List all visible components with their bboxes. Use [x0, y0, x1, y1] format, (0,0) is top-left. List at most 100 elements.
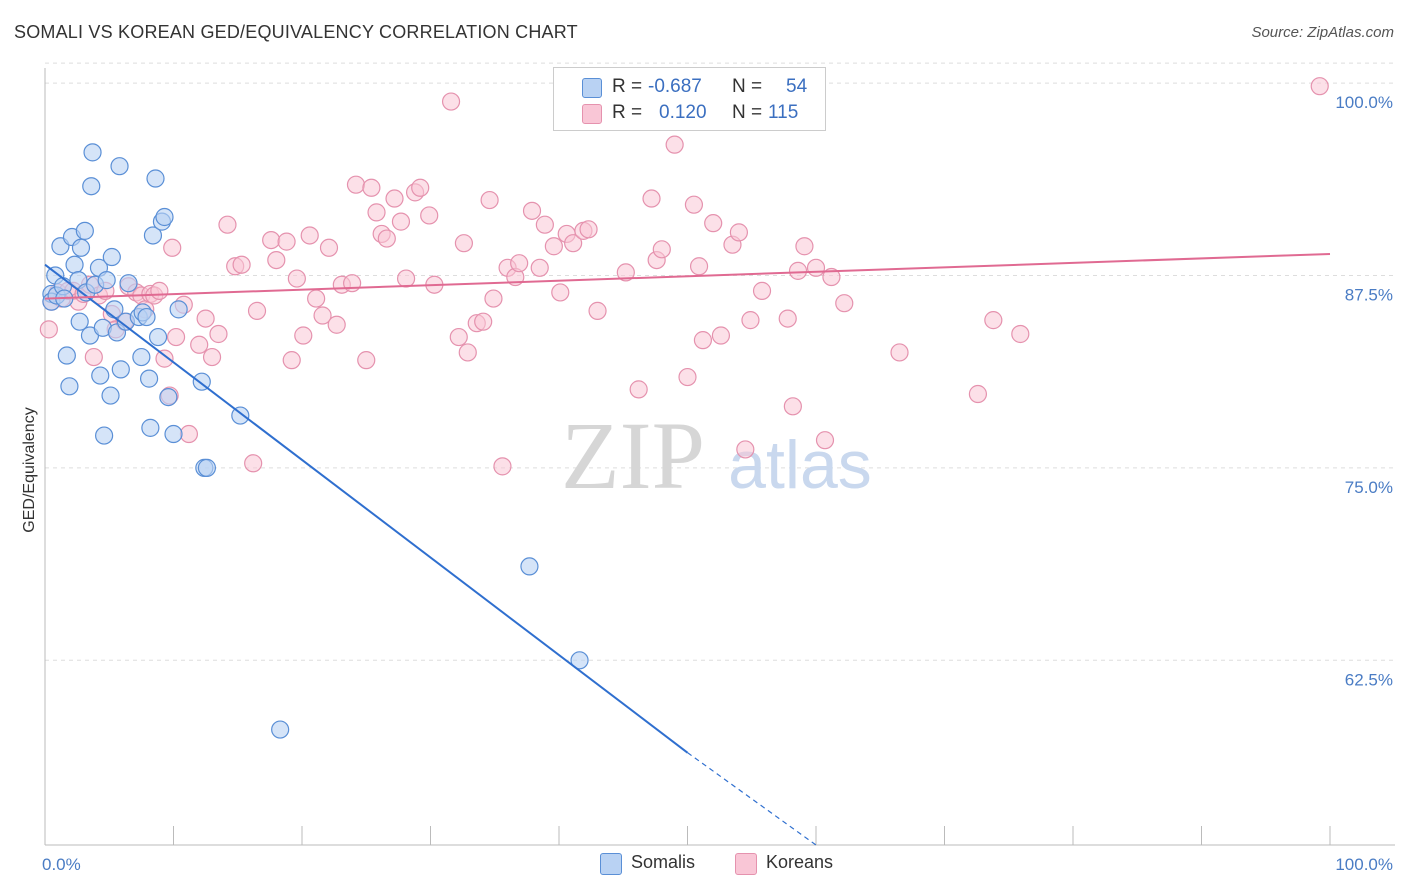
korean-point [319, 238, 339, 257]
bottom-legend-swatch-koreans [735, 853, 757, 875]
korean-point [343, 274, 362, 293]
korean-point [704, 214, 723, 233]
korean-point [396, 269, 416, 288]
somali-point [119, 274, 138, 293]
korean-point [616, 263, 635, 282]
somali-point [137, 307, 156, 327]
korean-point [150, 281, 169, 300]
somali-point [271, 720, 290, 739]
korean-point [783, 397, 802, 416]
korean-point [474, 312, 493, 331]
korean-point [84, 347, 103, 367]
somali-point [95, 426, 114, 445]
korean-point [307, 289, 326, 308]
korean-point [267, 250, 286, 270]
korean-point [493, 457, 512, 476]
axes [44, 68, 1395, 846]
korean-point [385, 189, 404, 208]
y-tick-label: 87.5% [1345, 285, 1393, 304]
korean-point [522, 201, 542, 220]
bottom-legend-swatch-somalis [600, 853, 622, 875]
watermark: ZIP atlas [561, 402, 872, 509]
korean-point [806, 258, 826, 277]
korean-point [579, 220, 598, 239]
korean-point [377, 229, 396, 248]
korean-point [327, 315, 346, 334]
somali-point [82, 177, 101, 196]
legend-somali-n-value: 54 [786, 76, 808, 97]
korean-point [449, 327, 468, 347]
legend-somali-r-value: -0.687 [648, 76, 702, 97]
korean-point [788, 261, 808, 280]
korean-point [346, 175, 366, 194]
source-credit: Source: ZipAtlas.com [1251, 24, 1394, 41]
korean-point [629, 380, 648, 399]
x-tick-label-min: 0.0% [42, 855, 81, 874]
somali-point [110, 157, 129, 176]
legend-swatch-korean [582, 104, 602, 124]
somali-point [155, 207, 174, 227]
korean-point [729, 223, 749, 242]
somali-points [42, 143, 589, 739]
korean-point [155, 349, 174, 368]
tick-labels: 62.5% 75.0% 87.5% 100.0% 0.0% 100.0% [42, 93, 1393, 874]
korean-point [678, 367, 697, 387]
korean-point [510, 254, 529, 273]
somali-point [65, 255, 84, 274]
korean-point [232, 255, 251, 274]
somali-point [97, 271, 116, 290]
bottom-legend-koreans: Koreans [766, 852, 834, 872]
korean-point [822, 267, 841, 287]
somali-point [132, 347, 151, 367]
legend-swatch-somali [582, 78, 602, 98]
korean-point [693, 331, 713, 350]
korean-point [778, 309, 797, 328]
somali-point [231, 406, 250, 425]
y-tick-label: 75.0% [1345, 478, 1393, 497]
somali-point [197, 458, 217, 477]
korean-point [652, 240, 671, 259]
somali-point [102, 247, 121, 267]
legend-korean-r-label: R = [612, 102, 643, 123]
korean-point [665, 135, 684, 154]
somali-point [570, 651, 589, 670]
legend-box: R = -0.687 N = 54 R = 0.120 N = 115 [553, 67, 826, 131]
korean-point [1011, 324, 1030, 344]
korean-point [1310, 77, 1329, 96]
korean-point [736, 440, 755, 459]
somali-point [139, 369, 159, 388]
somali-point [101, 386, 120, 405]
korean-point [190, 335, 209, 354]
korean-point [684, 195, 704, 214]
korean-point [551, 283, 570, 302]
korean-point [294, 326, 313, 345]
korean-point [247, 301, 267, 320]
korean-point [196, 309, 215, 328]
somali-point [57, 346, 76, 365]
somali-point [91, 366, 110, 385]
korean-point [795, 237, 814, 256]
korean-point [391, 212, 411, 231]
korean-point [179, 424, 199, 444]
bottom-legend-somalis: Somalis [631, 852, 696, 872]
chart-title: SOMALI VS KOREAN GED/EQUIVALENCY CORRELA… [14, 22, 578, 42]
somali-point [146, 169, 165, 188]
korean-point [287, 269, 306, 288]
korean-point [711, 326, 731, 345]
somali-point [111, 360, 130, 379]
somali-point [75, 221, 94, 240]
trend-line-koreans [44, 252, 1331, 300]
korean-point [357, 351, 376, 370]
korean-point [530, 258, 549, 277]
somali-point [159, 387, 178, 407]
somali-point [148, 327, 168, 347]
watermark-zip: ZIP [561, 402, 705, 509]
korean-point [166, 327, 186, 347]
korean-point [282, 351, 301, 370]
korean-point [544, 237, 563, 256]
x-tick-label-max: 100.0% [1335, 855, 1393, 874]
somali-point [143, 226, 163, 245]
korean-point [890, 343, 909, 362]
korean-point [209, 324, 228, 344]
korean-point [313, 306, 332, 325]
